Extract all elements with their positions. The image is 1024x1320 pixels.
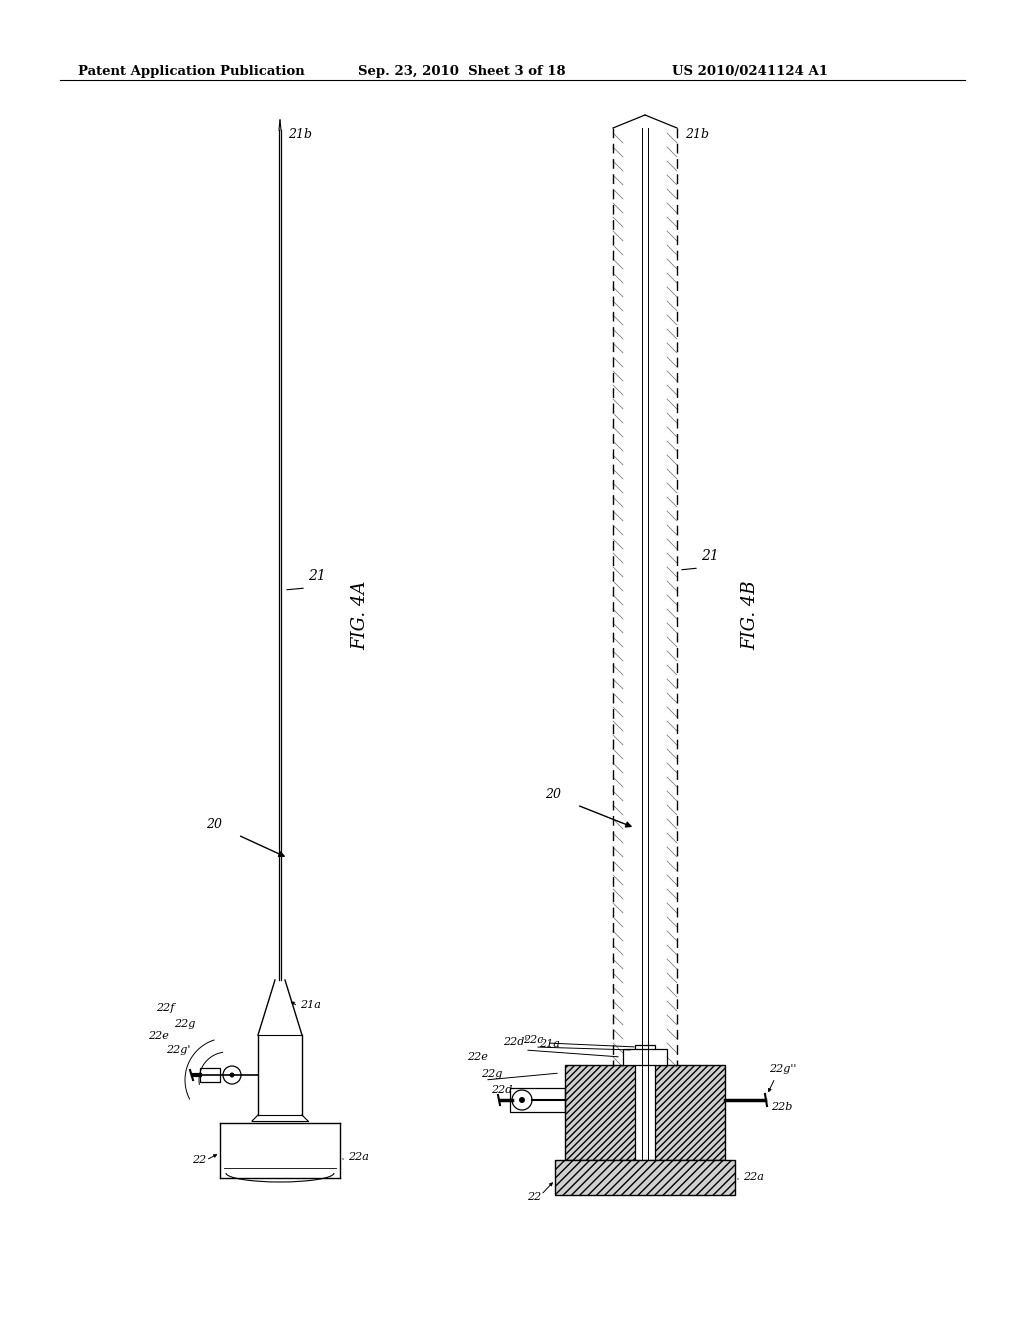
Text: 21b: 21b [685,128,709,141]
Polygon shape [555,1160,735,1195]
Text: 22f: 22f [156,1003,174,1012]
Polygon shape [623,1049,667,1065]
Text: 22g'': 22g'' [769,1064,797,1074]
Text: 21: 21 [308,569,326,583]
Text: 22e: 22e [148,1031,169,1041]
Circle shape [519,1097,525,1104]
Text: 22a: 22a [743,1172,764,1181]
Circle shape [229,1072,234,1077]
Text: 22: 22 [527,1192,542,1203]
Text: FIG. 4B: FIG. 4B [741,581,759,649]
Text: 22d': 22d' [503,1038,527,1047]
Text: 20: 20 [206,818,222,832]
Polygon shape [635,1045,655,1160]
Text: 22c: 22c [523,1035,544,1045]
Text: 21a: 21a [539,1039,560,1049]
Text: FIG. 4A: FIG. 4A [351,581,369,649]
Polygon shape [565,1065,725,1160]
Text: 21a: 21a [300,1001,321,1010]
Text: 21b: 21b [288,128,312,141]
Text: 22a: 22a [348,1152,369,1162]
Text: Sep. 23, 2010  Sheet 3 of 18: Sep. 23, 2010 Sheet 3 of 18 [358,65,565,78]
Text: 22d: 22d [490,1085,512,1096]
Text: 21: 21 [701,549,719,564]
Text: 22: 22 [193,1155,206,1166]
Text: 22e: 22e [467,1052,487,1063]
Text: 22g: 22g [481,1069,503,1078]
Text: 20: 20 [545,788,561,801]
Text: 22b: 22b [771,1102,793,1111]
Text: US 2010/0241124 A1: US 2010/0241124 A1 [672,65,828,78]
Text: Patent Application Publication: Patent Application Publication [78,65,305,78]
Text: 22g': 22g' [166,1045,190,1055]
Text: 22g: 22g [174,1019,196,1030]
